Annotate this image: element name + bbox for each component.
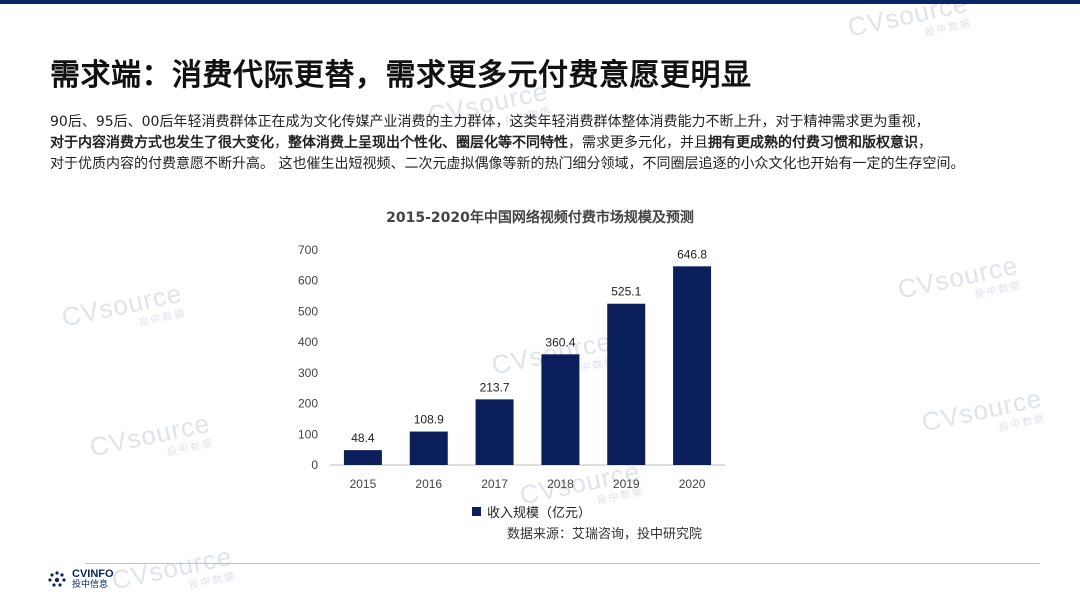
paragraph-text: ， [274, 135, 288, 151]
paragraph-text: ，需求更多元化，并且 [568, 135, 708, 151]
x-tick-label: 2016 [415, 477, 442, 491]
x-tick-label: 2017 [481, 477, 508, 491]
data-label: 360.4 [545, 335, 575, 349]
footer-divider [85, 563, 1040, 564]
y-tick-label: 700 [298, 243, 318, 257]
chart-legend: 收入规模（亿元） [472, 502, 591, 521]
data-label: 525.1 [611, 285, 641, 299]
paragraph-bold-text: 对于内容消费方式也发生了很大变化 [50, 135, 274, 151]
bar [541, 354, 580, 465]
y-tick-label: 0 [311, 458, 318, 472]
bar [343, 450, 382, 465]
data-source: 数据来源：艾瑞咨询，投中研究院 [507, 527, 703, 542]
y-tick-label: 600 [298, 274, 318, 288]
y-tick-label: 500 [298, 304, 318, 318]
data-label: 48.4 [351, 431, 375, 445]
y-tick-label: 400 [298, 335, 318, 349]
paragraph-text: ， [918, 135, 932, 151]
legend-swatch [472, 507, 481, 516]
page-title: 需求端：消费代际更替，需求更多元付费意愿更明显 [50, 58, 752, 93]
bar [607, 303, 646, 465]
x-tick-label: 2018 [547, 477, 574, 491]
paragraph-line-3: 对于优质内容的付费意愿不断升高。 这也催生出短视频、二次元虚拟偶像等新的热门细分… [50, 156, 965, 172]
data-label: 108.9 [414, 413, 444, 427]
description-paragraph: 90后、95后、00后年轻消费群体正在成为文化传媒产业消费的主力群体，这类年轻消… [50, 112, 1040, 175]
paragraph-bold-text: 拥有更成熟的付费习惯和版权意识 [708, 135, 918, 151]
cvinfo-logo-icon [48, 571, 66, 587]
legend-label: 收入规模（亿元） [487, 506, 592, 521]
x-tick-label: 2015 [350, 477, 377, 491]
y-tick-label: 200 [298, 397, 318, 411]
data-label: 646.8 [677, 247, 707, 261]
logo-main-text: CVINFO [72, 568, 114, 580]
chart-title: 2015-2020年中国网络视频付费市场规模及预测 [386, 210, 694, 226]
paragraph-line-2: 对于内容消费方式也发生了很大变化，整体消费上呈现出个性化、圈层化等不同特性，需求… [50, 133, 1040, 154]
bar [475, 399, 514, 465]
bar [409, 431, 448, 465]
cvinfo-logo: CVINFO 投中信息 [46, 569, 114, 591]
x-tick-label: 2019 [613, 477, 640, 491]
x-tick-label: 2020 [679, 477, 706, 491]
logo-sub-text: 投中信息 [72, 580, 109, 590]
y-tick-label: 300 [298, 366, 318, 380]
paragraph-line-1: 90后、95后、00后年轻消费群体正在成为文化传媒产业消费的主力群体，这类年轻消… [50, 114, 930, 130]
y-tick-label: 100 [298, 427, 318, 441]
paragraph-bold-text: 整体消费上呈现出个性化、圈层化等不同特性 [288, 135, 568, 151]
data-label: 213.7 [480, 380, 510, 394]
bar [673, 266, 712, 465]
top-accent-bar [0, 0, 1080, 4]
